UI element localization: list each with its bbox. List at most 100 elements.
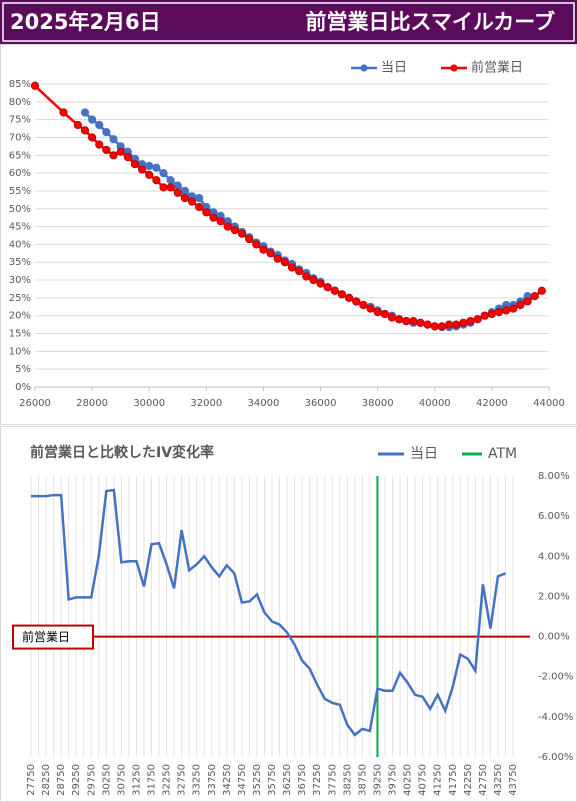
point — [394, 315, 404, 324]
y-tick-label: 25% — [9, 293, 31, 304]
x-tick-label: 32750 — [177, 764, 188, 796]
point — [59, 108, 68, 117]
point — [273, 254, 282, 263]
x-tick-label: 30750 — [116, 764, 127, 796]
point — [209, 213, 218, 222]
point — [173, 188, 182, 197]
x-tick-label: 37250 — [312, 764, 323, 796]
point — [80, 108, 90, 117]
point — [309, 275, 318, 285]
point — [302, 272, 311, 281]
header-frame — [2, 2, 575, 42]
x-tick-label: 38000 — [362, 398, 394, 409]
x-tick-label: 40000 — [419, 398, 451, 409]
point — [280, 258, 289, 267]
y-tick-label: 20% — [9, 311, 31, 322]
point — [123, 152, 132, 162]
header-title: 前営業日比スマイルカーブ — [306, 10, 555, 34]
header-date: 2025年2月6日 — [10, 10, 161, 34]
y-tick-label: 70% — [9, 132, 31, 143]
point — [137, 165, 147, 174]
point — [380, 309, 389, 319]
x-tick-label: 31250 — [131, 764, 142, 796]
x-tick-label: 28750 — [56, 764, 67, 796]
x-tick-label: 29750 — [86, 764, 97, 796]
y-tick-label: 60% — [9, 168, 31, 179]
x-tick-label: 43250 — [493, 764, 504, 796]
point — [95, 140, 104, 149]
point — [402, 316, 411, 326]
point — [423, 320, 432, 329]
y2-tick-label: 4.00% — [538, 551, 570, 562]
point — [502, 306, 511, 315]
point — [530, 292, 539, 301]
reference-label-box — [12, 624, 94, 650]
x-tick-label: 30250 — [101, 764, 112, 796]
legend-marker — [450, 64, 458, 72]
legend-label: ATM — [488, 446, 517, 462]
x-tick-label: 37750 — [327, 764, 338, 796]
point — [180, 186, 190, 196]
point — [316, 279, 325, 288]
point — [195, 193, 204, 203]
y-tick-label: 10% — [9, 346, 31, 357]
point — [466, 316, 475, 326]
legend-marker — [360, 64, 368, 72]
point — [345, 293, 354, 302]
x-tick-label: 36000 — [305, 398, 337, 409]
point — [95, 120, 104, 130]
point — [73, 120, 82, 130]
point — [130, 160, 140, 169]
y2-tick-label: -4.00% — [538, 712, 573, 723]
y2-tick-label: -2.00% — [538, 672, 573, 683]
x-tick-label: 40250 — [403, 764, 414, 796]
point — [494, 308, 504, 317]
y-tick-label: 35% — [9, 257, 31, 268]
x-tick-label: 35250 — [252, 764, 263, 796]
point — [180, 193, 190, 203]
point — [437, 322, 447, 331]
y-tick-label: 0% — [15, 382, 31, 393]
point — [230, 226, 239, 235]
x-tick-label: 42250 — [463, 764, 474, 796]
point — [202, 208, 211, 217]
y-tick-label: 85% — [9, 79, 31, 90]
point — [116, 147, 125, 156]
y2-tick-label: 8.00% — [538, 471, 570, 482]
point — [459, 318, 468, 327]
point — [330, 286, 339, 295]
point — [216, 217, 225, 226]
point — [252, 240, 261, 249]
x-tick-label: 43750 — [508, 764, 519, 796]
point — [102, 128, 111, 137]
point — [152, 176, 161, 185]
header-band — [0, 0, 577, 44]
x-tick-label: 29250 — [71, 764, 82, 796]
y2-tick-label: 6.00% — [538, 511, 570, 522]
x-tick-label: 30000 — [133, 398, 165, 409]
point — [444, 320, 454, 329]
point — [387, 313, 397, 322]
point — [487, 309, 496, 319]
point — [295, 267, 304, 276]
point — [223, 222, 232, 231]
series-line — [31, 488, 506, 737]
point — [166, 183, 175, 192]
point — [159, 183, 168, 192]
x-tick-label: 34250 — [222, 764, 233, 796]
y-tick-label: 45% — [9, 222, 31, 233]
point — [187, 197, 197, 206]
point — [416, 318, 425, 327]
x-tick-label: 36750 — [297, 764, 308, 796]
x-tick-label: 31750 — [147, 764, 158, 796]
y2-tick-label: 0.00% — [538, 632, 570, 643]
x-tick-label: 42750 — [478, 764, 489, 796]
legend-label: 当日 — [410, 446, 438, 462]
x-tick-label: 40750 — [418, 764, 429, 796]
point — [195, 202, 204, 212]
point — [30, 81, 40, 90]
point — [145, 161, 154, 171]
x-tick-label: 38750 — [357, 764, 368, 796]
x-tick-label: 39750 — [388, 764, 399, 796]
